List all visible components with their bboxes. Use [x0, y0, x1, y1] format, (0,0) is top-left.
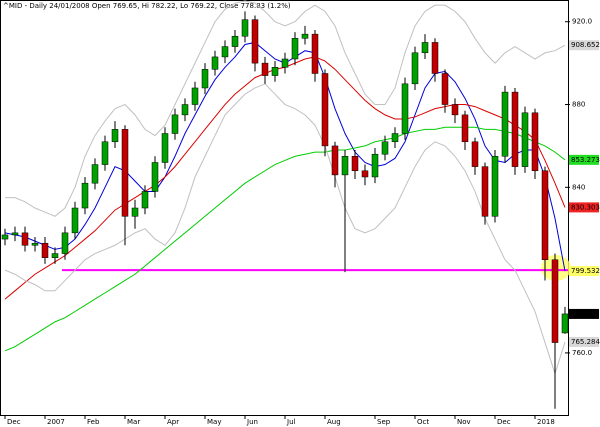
candle-body — [111, 129, 119, 143]
candle-body — [331, 145, 339, 176]
y-tick-label: 840 — [572, 183, 585, 191]
candle-body — [71, 207, 79, 234]
candle-body — [31, 242, 39, 246]
candle-body — [81, 182, 89, 209]
value-tag — [569, 154, 599, 165]
y-tick-label: 920.0 — [572, 18, 592, 26]
candle-body — [41, 242, 49, 258]
y-tick-label: 760.0 — [572, 349, 592, 357]
candle-body — [101, 141, 109, 165]
y-tick-label: 880 — [572, 101, 585, 109]
ma-line — [4, 83, 566, 376]
candle-body — [321, 73, 329, 147]
candle-body — [351, 156, 359, 172]
candle-body — [21, 232, 29, 246]
candle-body — [281, 58, 289, 68]
candle-body — [371, 153, 379, 178]
candle-body — [451, 104, 459, 116]
candle-body — [501, 91, 509, 157]
candle-body — [171, 114, 179, 134]
candle-body — [51, 253, 59, 258]
candle-body — [361, 170, 369, 178]
value-tag-label: 799.532 — [571, 267, 600, 275]
value-tag — [569, 40, 599, 51]
value-tag-label: 908.652 — [571, 41, 600, 49]
x-tick-label: Dec — [7, 418, 21, 426]
value-tag-label: 830.303 — [571, 203, 600, 211]
value-tag-label: 778.83 — [571, 310, 596, 318]
chart-title: ^MID - Daily 24/01/2008 Open 769.65, Hi … — [3, 2, 291, 10]
candle-body — [11, 232, 19, 236]
candle-body — [271, 67, 279, 76]
candle-body — [221, 46, 229, 58]
x-tick-label: 2018 — [537, 418, 555, 426]
value-tag-label: 853.273 — [571, 156, 600, 164]
candle-body — [231, 35, 239, 47]
candle-body — [261, 62, 269, 76]
x-tick-label: Aug — [327, 418, 341, 426]
candle-body — [1, 234, 9, 240]
candle-body — [311, 33, 319, 74]
x-tick-label: 2007 — [47, 418, 65, 426]
candle-body — [551, 259, 559, 343]
x-tick-label: Feb — [87, 418, 100, 426]
candle-body — [341, 156, 349, 176]
x-tick-label: Mar — [127, 418, 140, 426]
value-tag — [569, 266, 599, 277]
candle-body — [481, 166, 489, 217]
x-tick-label: May — [207, 418, 221, 426]
candle-body — [431, 42, 439, 74]
value-tag — [569, 336, 599, 347]
candle-body — [291, 38, 299, 60]
candle-body — [541, 170, 549, 261]
candle-body — [521, 112, 529, 167]
x-tick-label: Nov — [457, 418, 471, 426]
x-tick-label: Dec — [497, 418, 511, 426]
candle-body — [441, 73, 449, 105]
candle-body — [381, 141, 389, 155]
x-tick-label: Oct — [417, 418, 429, 426]
candle-body — [191, 87, 199, 105]
x-tick-label: Sep — [377, 418, 391, 426]
candle-body — [391, 133, 399, 143]
candle-body — [241, 19, 249, 37]
value-tag — [569, 202, 599, 213]
candle-body — [61, 232, 69, 254]
candle-body — [91, 164, 99, 184]
value-tag — [569, 308, 599, 319]
ma-line — [5, 0, 566, 217]
candle-body — [121, 129, 129, 217]
candle-body — [461, 114, 469, 143]
candle-body — [131, 207, 139, 217]
candle-body — [201, 69, 209, 89]
candle-body — [141, 191, 149, 209]
candle-body — [181, 104, 189, 116]
x-tick-label: Jul — [286, 418, 296, 426]
candle-body — [421, 42, 429, 54]
candle-body — [161, 133, 169, 163]
ma-line — [4, 126, 566, 352]
candle-body — [151, 162, 159, 192]
candle-body — [561, 313, 569, 334]
candle-body — [511, 91, 519, 167]
value-tag-label: 765.284 — [571, 338, 600, 346]
candle-body — [531, 112, 539, 172]
candle-body — [411, 52, 419, 85]
candle-body — [301, 33, 309, 39]
candle-body — [251, 19, 259, 64]
candle-body — [491, 156, 499, 217]
x-tick-label: Jun — [246, 418, 258, 426]
x-tick-label: Apr — [167, 418, 179, 426]
candle-body — [211, 56, 219, 70]
candle-body — [471, 141, 479, 167]
candle-body — [401, 83, 409, 134]
